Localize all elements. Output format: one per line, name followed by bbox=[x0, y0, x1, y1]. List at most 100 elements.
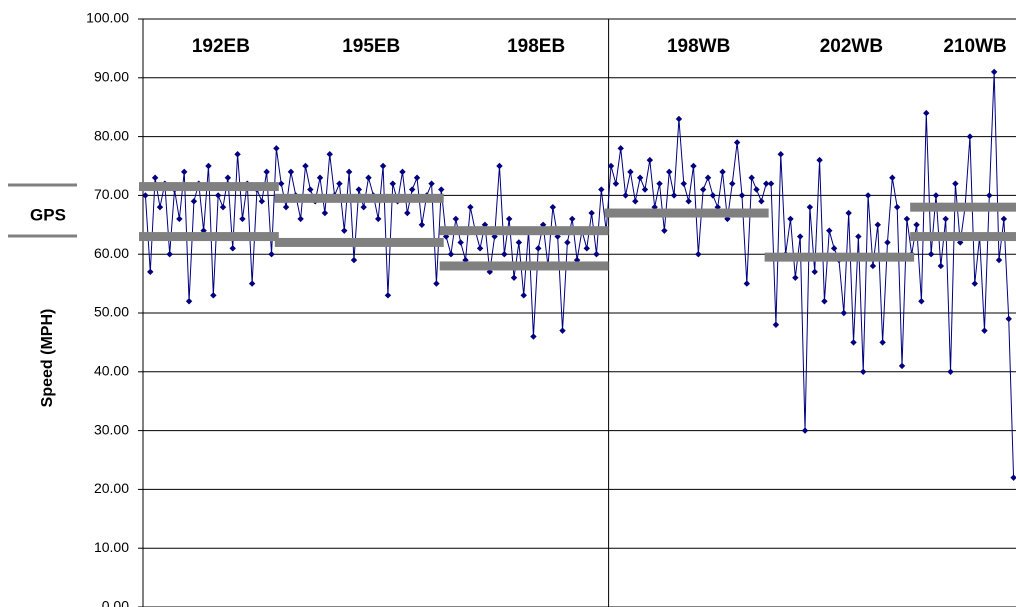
point bbox=[918, 298, 925, 305]
point bbox=[190, 198, 198, 205]
point bbox=[937, 262, 945, 270]
point bbox=[893, 203, 901, 211]
point bbox=[971, 280, 978, 287]
point bbox=[234, 151, 241, 158]
point bbox=[505, 215, 513, 223]
point bbox=[772, 321, 780, 328]
point bbox=[491, 233, 498, 240]
point bbox=[336, 180, 343, 187]
point bbox=[530, 333, 537, 340]
y-tick-label: 50.00 bbox=[94, 304, 129, 320]
point bbox=[636, 174, 644, 181]
speed-band bbox=[604, 208, 769, 218]
point bbox=[913, 221, 920, 228]
point bbox=[811, 268, 818, 276]
point bbox=[510, 274, 518, 281]
point bbox=[554, 233, 561, 240]
point bbox=[986, 192, 993, 199]
point bbox=[365, 174, 372, 181]
point bbox=[777, 151, 784, 158]
point bbox=[156, 203, 164, 211]
legend-label: GPS bbox=[30, 205, 66, 224]
point bbox=[515, 239, 523, 246]
point bbox=[496, 162, 503, 170]
point bbox=[520, 292, 527, 299]
point bbox=[239, 215, 246, 223]
point bbox=[889, 174, 896, 181]
point bbox=[297, 215, 304, 223]
y-axis-label: Speed (MPH) bbox=[39, 309, 56, 408]
y-tick-label: 100.00 bbox=[86, 10, 129, 26]
point bbox=[816, 156, 823, 164]
point bbox=[932, 192, 940, 199]
y-tick-label: 20.00 bbox=[94, 480, 129, 496]
point bbox=[763, 180, 770, 187]
point bbox=[617, 145, 624, 152]
point bbox=[307, 186, 314, 193]
point bbox=[583, 245, 590, 252]
speed-band bbox=[274, 193, 444, 203]
point bbox=[200, 227, 207, 234]
point bbox=[990, 68, 998, 76]
point bbox=[593, 251, 600, 258]
point bbox=[282, 203, 290, 211]
point bbox=[355, 186, 363, 193]
point bbox=[719, 168, 726, 176]
point bbox=[646, 156, 654, 164]
speed-band bbox=[439, 261, 609, 271]
point bbox=[176, 215, 183, 223]
point bbox=[748, 174, 755, 181]
point bbox=[661, 227, 668, 234]
point bbox=[375, 215, 382, 223]
point bbox=[588, 209, 595, 217]
y-tick-label: 30.00 bbox=[94, 421, 129, 437]
point bbox=[826, 227, 833, 234]
point bbox=[903, 215, 911, 223]
segment-label: 198EB bbox=[507, 36, 565, 57]
point bbox=[404, 209, 411, 217]
point bbox=[467, 203, 474, 211]
point bbox=[952, 180, 959, 187]
point bbox=[981, 327, 988, 334]
point bbox=[743, 280, 751, 287]
point bbox=[559, 327, 566, 334]
point bbox=[205, 162, 212, 170]
point bbox=[695, 251, 702, 258]
y-tick-label: 70.00 bbox=[94, 186, 129, 202]
point bbox=[278, 180, 285, 187]
point bbox=[273, 145, 280, 152]
point bbox=[709, 192, 717, 199]
speed-band bbox=[910, 232, 1016, 242]
point bbox=[569, 215, 576, 223]
segment-label: 198WB bbox=[667, 36, 730, 57]
point bbox=[714, 203, 721, 211]
point bbox=[801, 427, 809, 434]
point bbox=[758, 198, 765, 205]
point bbox=[957, 239, 964, 246]
point bbox=[501, 251, 508, 258]
point bbox=[724, 215, 731, 223]
series-line bbox=[144, 71, 1015, 478]
point bbox=[690, 162, 697, 170]
segment-label: 210WB bbox=[943, 36, 1006, 57]
y-tick-label: 80.00 bbox=[94, 127, 129, 143]
point bbox=[389, 180, 396, 187]
point bbox=[796, 233, 804, 240]
point bbox=[947, 368, 954, 375]
point bbox=[224, 174, 232, 181]
point bbox=[181, 168, 188, 176]
point bbox=[753, 186, 760, 193]
point bbox=[607, 162, 615, 170]
point bbox=[840, 309, 848, 317]
point bbox=[656, 180, 663, 187]
point bbox=[442, 233, 450, 240]
point bbox=[1010, 474, 1016, 481]
point bbox=[408, 186, 416, 193]
point bbox=[666, 168, 673, 176]
point bbox=[438, 186, 445, 193]
point bbox=[767, 180, 775, 187]
point bbox=[345, 168, 353, 176]
point bbox=[360, 203, 367, 211]
point bbox=[384, 292, 392, 299]
point bbox=[699, 186, 707, 193]
